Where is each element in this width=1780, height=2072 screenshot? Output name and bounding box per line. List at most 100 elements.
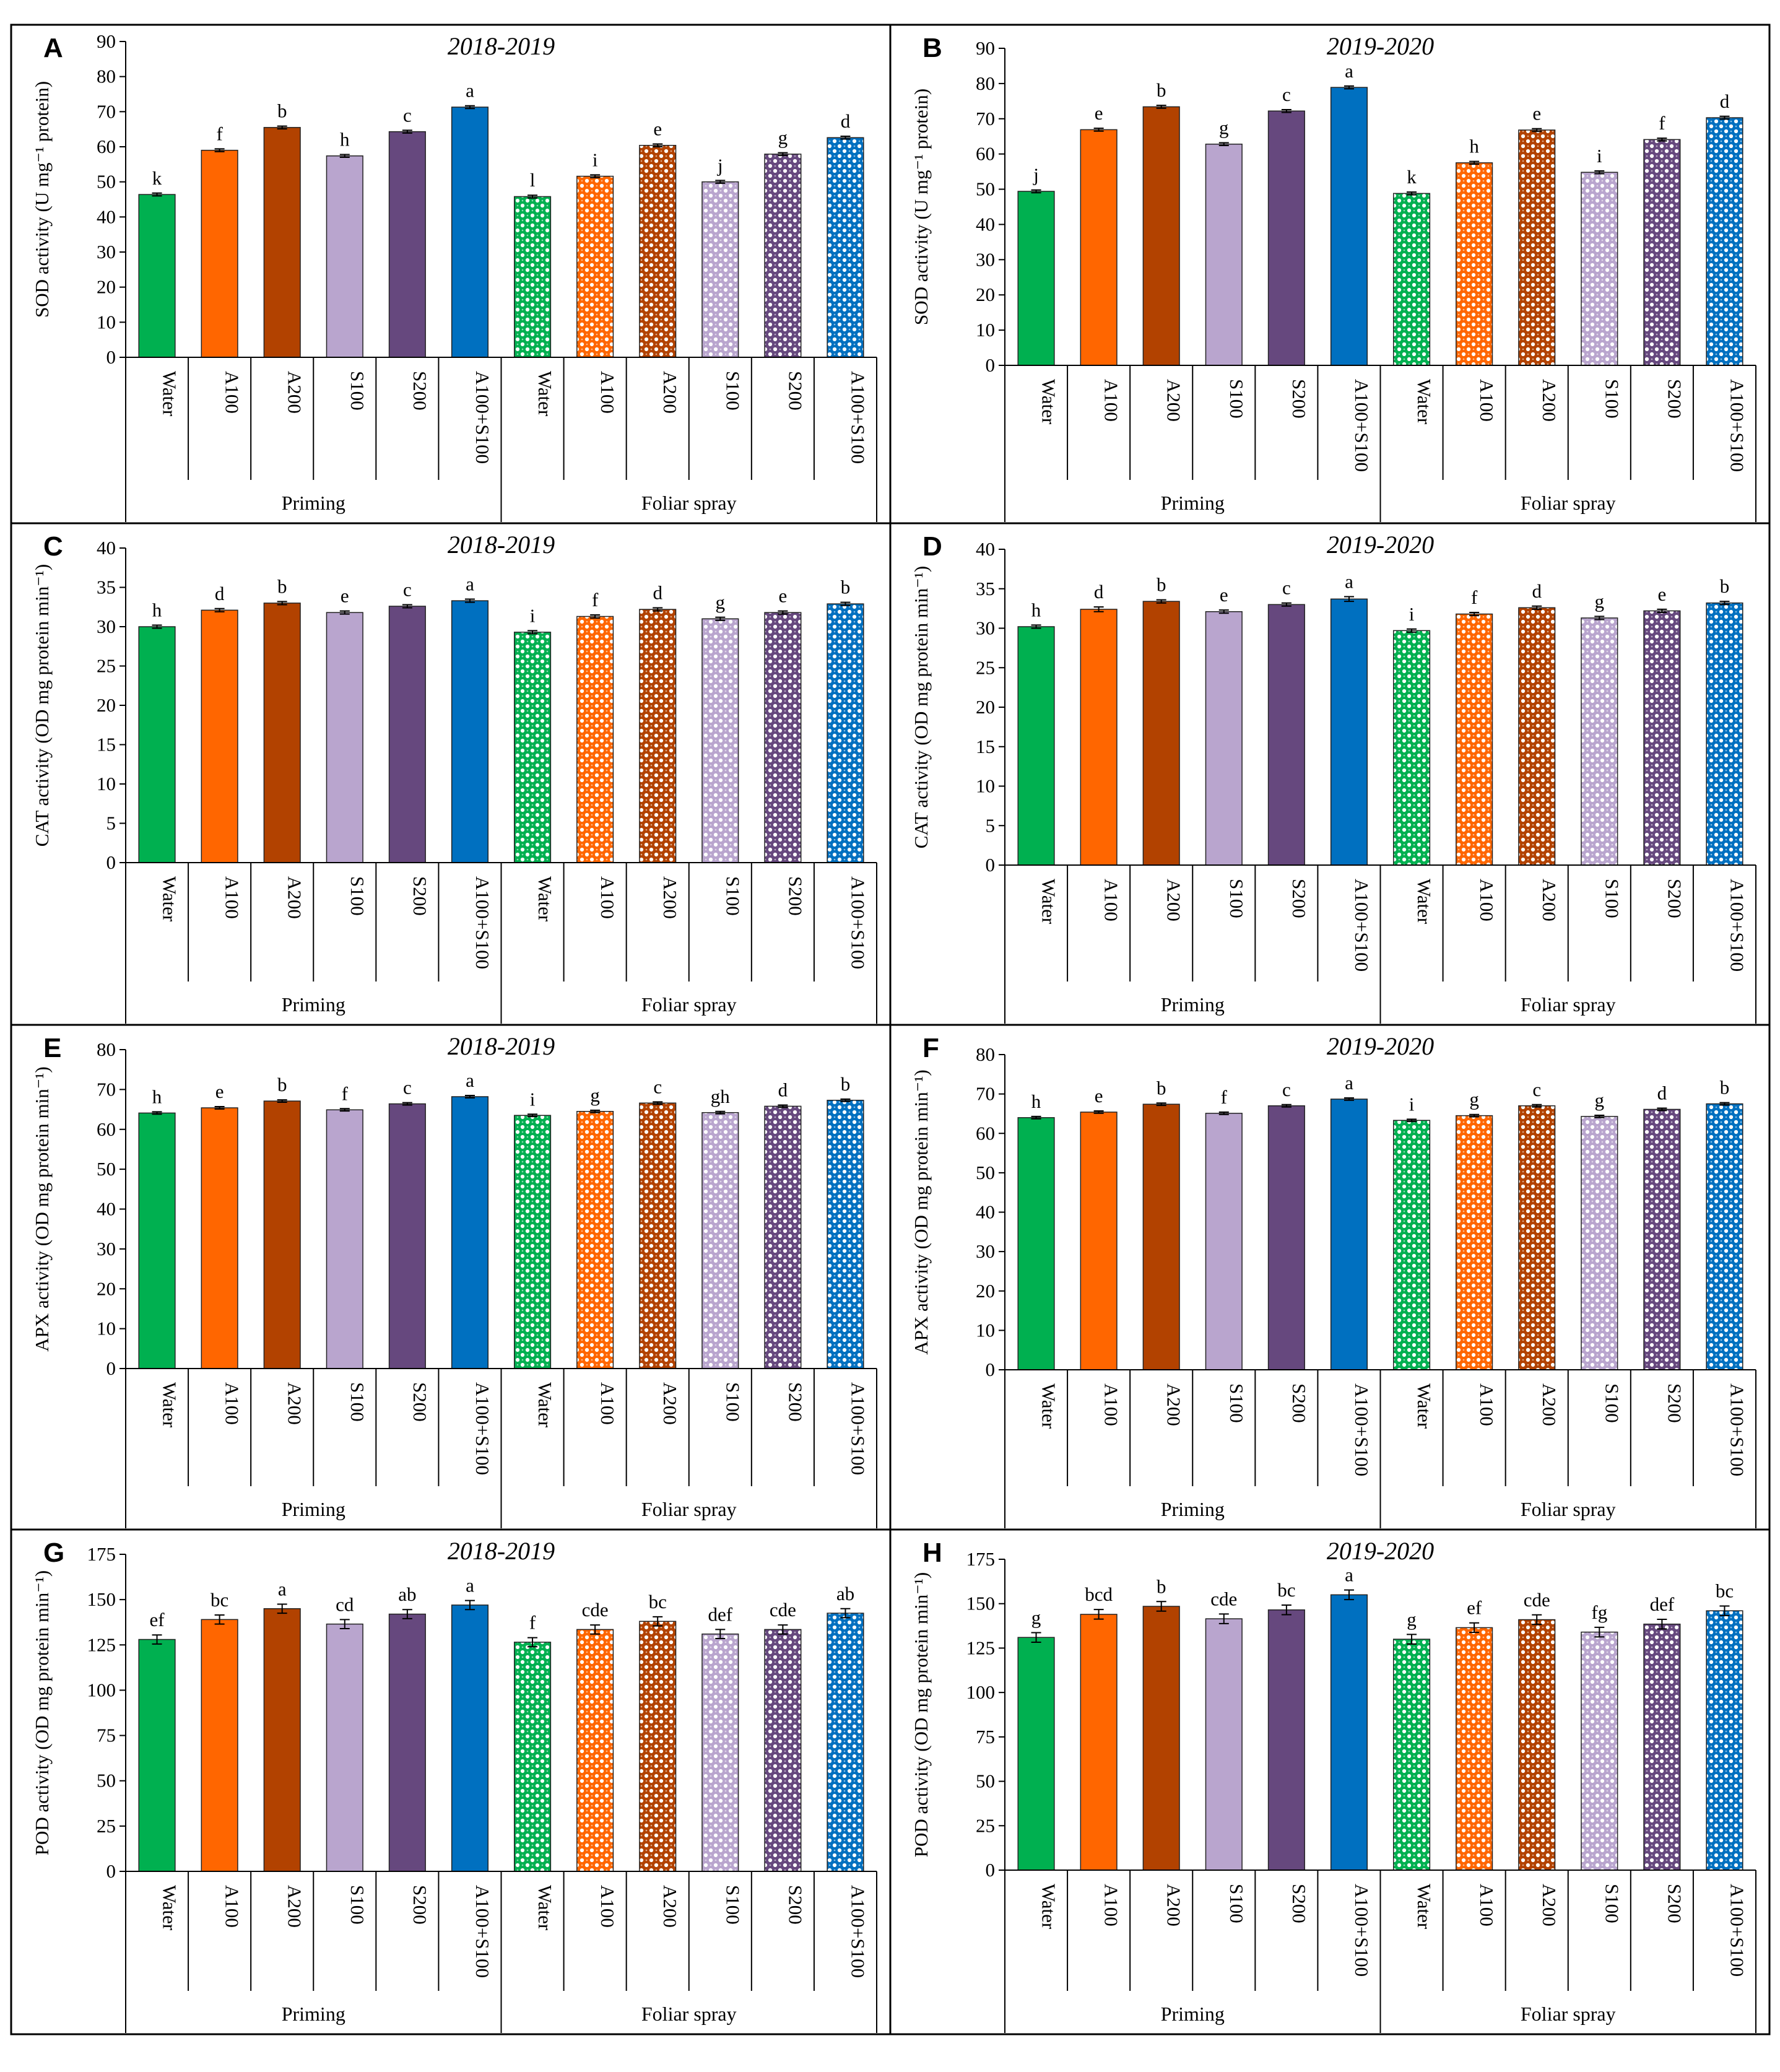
significance-letter: c [1282,577,1291,599]
bar-priming-a100 [1080,1112,1118,1370]
chart-title: 2018-2019 [448,1537,555,1565]
bar-foliar-a100 [1456,162,1493,366]
bar-priming-a200 [263,1100,301,1369]
significance-letter: def [1650,1593,1675,1615]
error-bar [1218,142,1229,147]
bar-priming-s200 [1267,110,1305,366]
x-category-label: S200 [1664,879,1685,918]
error-bar [1344,85,1354,90]
error-bar [1407,191,1417,196]
y-tick-label: 30 [97,241,116,263]
error-bar [339,1108,350,1112]
x-category-label: Water [534,876,556,922]
x-category-label: S200 [1288,1884,1310,1923]
bar-foliar-a100 [576,175,614,358]
error-bar [1218,1613,1229,1624]
error-bar [778,1104,788,1108]
y-tick-label: 80 [976,1043,995,1065]
x-category-label: S100 [1226,1884,1248,1923]
x-category-label: S200 [1664,1383,1685,1423]
bar-priming-a200 [263,127,301,358]
x-category-label: A200 [659,876,681,919]
error-bar [1344,1589,1354,1601]
chart-panel-B: B 2019-2020 0 10 20 30 40 50 60 70 80 90 SOD activit… [889,24,1771,525]
x-category-label: Water [159,371,181,417]
y-tick-label: 30 [97,616,116,637]
y-tick-label: 100 [87,1679,116,1700]
y-tick-label: 35 [97,577,116,598]
error-bar [527,630,538,635]
x-category-label: A200 [659,1885,681,1928]
bar-priming-s100 [1205,143,1243,366]
y-tick-label: 70 [976,1083,995,1105]
bar-foliar-s100 [1581,1631,1618,1871]
bar-priming-a200 [1142,1103,1180,1370]
error-bar [1719,1102,1730,1106]
bar-foliar-water [513,1115,552,1369]
y-tick-label: 70 [976,108,995,129]
y-axis-label: SOD activity (U mg⁻¹ protein) [910,89,932,325]
error-bar [590,174,601,178]
x-category-label: S200 [409,371,431,411]
bar-priming-s100 [326,1623,363,1872]
x-category-label: A200 [1163,1884,1185,1926]
y-tick-label: 10 [976,775,995,797]
group-label-foliar-spray: Foliar spray [1521,993,1616,1016]
y-tick-label: 125 [966,1637,996,1658]
significance-letter: cde [770,1599,796,1621]
bar-foliar-s200 [764,1629,802,1872]
x-category-label: Water [1038,379,1060,425]
bar-priming-s200 [388,131,426,358]
error-bar [402,129,412,134]
y-tick-label: 40 [97,537,116,559]
x-category-label: S100 [1601,1383,1623,1423]
x-category-label: A100+S100 [847,876,869,969]
y-tick-label: 60 [976,143,995,165]
group-label-foliar-spray: Foliar spray [1521,1498,1616,1520]
bar-priming-a100-s100 [451,1604,489,1872]
x-category-label: A100 [1476,379,1498,422]
error-bar [527,1113,538,1118]
x-category-label: S100 [347,1382,368,1422]
significance-letter: h [152,1086,162,1107]
error-bar [1344,1097,1354,1101]
significance-letter: fg [1591,1601,1607,1623]
error-bar [840,1608,851,1619]
significance-letter: c [403,104,412,126]
error-bar [1031,189,1041,194]
error-bar [277,125,287,130]
significance-letter: i [593,149,598,170]
significance-letter: l [530,169,536,191]
y-axis-label: APX activity (OD mg protein min⁻¹) [910,1069,932,1354]
significance-letter: f [592,589,599,611]
bar-priming-s100 [1205,611,1243,866]
error-bar [590,1109,601,1113]
significance-letter: d [1657,1082,1667,1104]
significance-letter: g [716,591,726,613]
group-label-foliar-spray: Foliar spray [641,2003,737,2025]
x-category-label: A100+S100 [1351,879,1373,972]
x-category-label: S100 [1601,1884,1623,1923]
error-bar [840,136,851,140]
significance-letter: e [1220,584,1228,606]
x-category-label: A100+S100 [847,1885,869,1978]
panel-letter: F [923,1033,939,1063]
y-tick-label: 40 [97,206,116,227]
x-category-label: A200 [659,1382,681,1425]
error-bar [214,607,225,612]
x-category-label: Water [1038,1383,1060,1429]
bar-priming-a100-s100 [451,1096,489,1369]
error-bar [1156,1601,1166,1612]
significance-letter: g [1031,1606,1041,1628]
bar-foliar-a200 [639,609,677,863]
x-category-label: S200 [409,1382,431,1422]
y-tick-label: 5 [106,812,116,834]
bar-priming-water [1017,1637,1055,1871]
significance-letter: d [778,1079,788,1100]
x-category-label: S100 [1601,879,1623,918]
x-category-label: S200 [1288,1383,1310,1423]
x-category-label: S200 [784,371,806,411]
group-label-priming: Priming [1161,993,1225,1016]
group-label-priming: Priming [282,492,345,514]
